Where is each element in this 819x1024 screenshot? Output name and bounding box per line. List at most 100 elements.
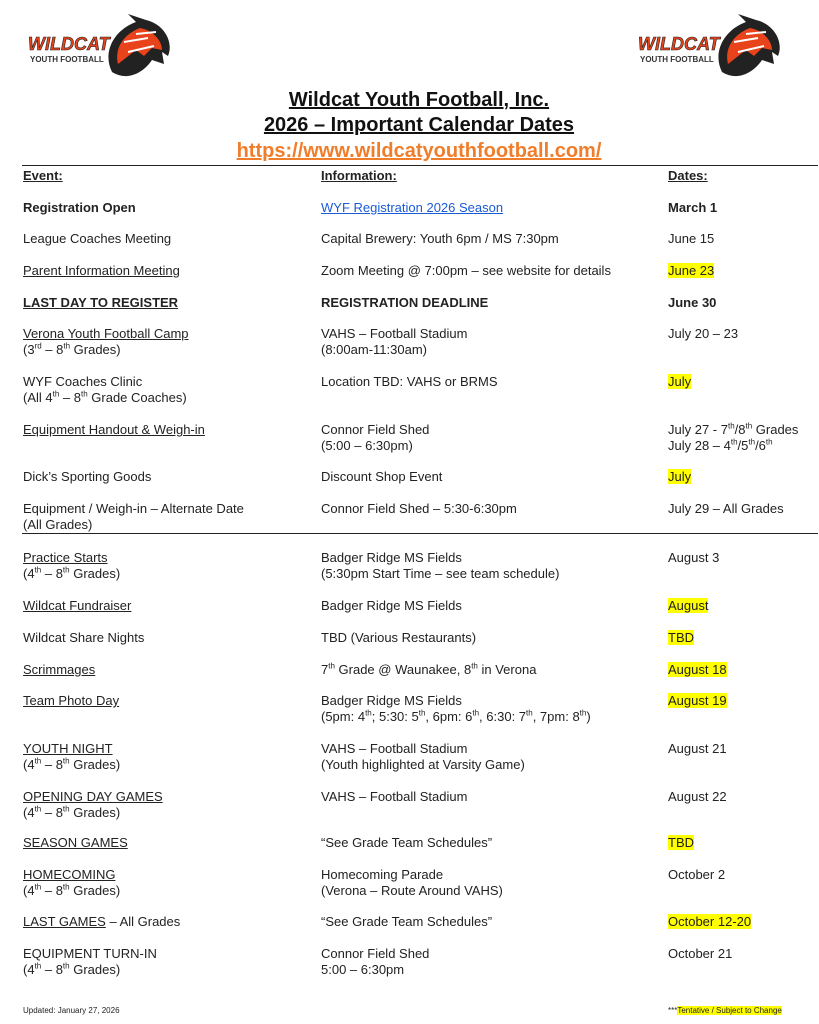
superscript: rd — [34, 341, 42, 351]
text-segment: August 21 — [668, 741, 727, 756]
cell-line: Capital Brewery: Youth 6pm / MS 7:30pm — [321, 231, 559, 247]
line-text: March 1 — [668, 200, 717, 215]
text-segment: (4 — [23, 962, 35, 977]
text-segment: Grades — [752, 422, 799, 437]
event-cell: Scrimmages — [23, 662, 95, 678]
line-text: (4th – 8th Grades) — [23, 883, 120, 898]
line-text: (Verona – Route Around VAHS) — [321, 883, 503, 898]
text-segment: Badger Ridge MS Fields — [321, 693, 462, 708]
text-segment: Grades) — [69, 757, 121, 772]
line-text: August 19 — [668, 693, 727, 708]
line-text: Equipment / Weigh-in – Alternate Date — [23, 501, 244, 516]
header-divider — [22, 165, 818, 166]
information-cell: Zoom Meeting @ 7:00pm – see website for … — [321, 263, 611, 279]
text-segment: /5 — [737, 438, 749, 453]
cell-line: YOUTH NIGHT — [23, 741, 120, 757]
cell-line: TBD (Various Restaurants) — [321, 630, 476, 646]
text-segment: Equipment / Weigh-in – Alternate Date — [23, 501, 244, 516]
document-subtitle: 2026 – Important Calendar Dates — [263, 114, 575, 136]
svg-text:YOUTH FOOTBALL: YOUTH FOOTBALL — [30, 55, 104, 64]
line-text: Homecoming Parade — [321, 867, 443, 882]
text-segment: June 15 — [668, 231, 715, 246]
superscript: th — [62, 804, 70, 814]
text-segment: Grades) — [69, 883, 121, 898]
date-cell: June 23 — [668, 263, 715, 279]
superscript: th — [34, 756, 42, 766]
text-segment: VAHS – Football Stadium — [321, 741, 468, 756]
text-segment: August — [668, 598, 709, 613]
date-cell: July 29 – All Grades — [668, 501, 784, 517]
cell-line: October 12-20 — [668, 914, 752, 930]
cell-line[interactable]: WYF Registration 2026 Season — [321, 200, 503, 216]
text-segment: VAHS – Football Stadium — [321, 789, 468, 804]
line-text: VAHS – Football Stadium — [321, 789, 467, 804]
cell-line: TBD — [668, 630, 694, 646]
line-text: TBD (Various Restaurants) — [321, 630, 476, 645]
cell-line: OPENING DAY GAMES — [23, 789, 163, 805]
line-text: July 20 – 23 — [668, 326, 738, 341]
website-link[interactable]: https://www.wildcatyouthfootball.com/ — [236, 140, 602, 162]
event-cell: Wildcat Share Nights — [23, 630, 144, 646]
event-cell: Equipment Handout & Weigh-in — [23, 422, 205, 438]
event-cell: Verona Youth Football Camp (3rd – 8th Gra… — [23, 326, 189, 358]
cell-line: “See Grade Team Schedules” — [321, 914, 492, 930]
date-cell: July — [668, 374, 692, 390]
event-cell: Equipment / Weigh-in – Alternate Date (Al… — [23, 501, 244, 533]
line-text: (4th – 8th Grades) — [23, 566, 120, 581]
cell-line: July 20 – 23 — [668, 326, 738, 342]
line-text: July 29 – All Grades — [668, 501, 784, 516]
cell-line: August — [668, 598, 709, 614]
date-cell: August 3 — [668, 550, 719, 566]
text-segment: October 21 — [668, 946, 733, 961]
cell-line: July 27 - 7th/8th Grades — [668, 422, 798, 438]
information-cell: VAHS – Football Stadium (Youth highlighte… — [321, 741, 525, 773]
information-cell: VAHS – Football Stadium (8:00am-11:30am) — [321, 326, 467, 358]
text-segment: (5:00 – 6:30pm) — [321, 438, 413, 453]
text-segment: Location TBD: VAHS or BRMS — [321, 374, 498, 389]
line-text: Badger Ridge MS Fields — [321, 550, 462, 565]
cell-line: July — [668, 469, 692, 485]
line-text: 7th Grade @ Waunakee, 8th in Verona — [321, 662, 536, 677]
line-text: Capital Brewery: Youth 6pm / MS 7:30pm — [321, 231, 559, 246]
text-segment: (4 — [23, 757, 35, 772]
registration-link[interactable]: WYF Registration 2026 Season — [321, 200, 503, 216]
line-text: Badger Ridge MS Fields — [321, 598, 462, 613]
information-cell: Connor Field Shed 5:00 – 6:30pm — [321, 946, 429, 978]
line-text: (4th – 8th Grades) — [23, 805, 120, 820]
line-text: (5:30pm Start Time – see team schedule) — [321, 566, 559, 581]
text-segment: – All Grades — [105, 914, 181, 929]
cell-line: Zoom Meeting @ 7:00pm – see website for … — [321, 263, 611, 279]
text-segment: July 29 – All Grades — [668, 501, 784, 516]
cell-line: (4th – 8th Grades) — [23, 566, 120, 582]
cell-line: (5:30pm Start Time – see team schedule) — [321, 566, 559, 582]
event-cell: Practice Starts (4th – 8th Grades) — [23, 550, 120, 582]
text-segment: 5:00 – 6:30pm — [321, 962, 405, 977]
underlined-text: SEASON GAMES — [23, 835, 128, 850]
cell-line: (5:00 – 6:30pm) — [321, 438, 429, 454]
text-segment: (4 — [23, 805, 35, 820]
cell-line: Equipment Handout & Weigh-in — [23, 422, 205, 438]
cell-line: (4th – 8th Grades) — [23, 805, 163, 821]
text-segment: Grades) — [70, 342, 121, 357]
cell-line: 7th Grade @ Waunakee, 8th in Verona — [321, 662, 536, 678]
underlined-text: Team Photo Day — [23, 693, 120, 708]
event-cell: League Coaches Meeting — [23, 231, 171, 247]
superscript: th — [34, 961, 42, 971]
text-segment: Wildcat Share Nights — [23, 630, 145, 645]
cell-line: VAHS – Football Stadium — [321, 326, 467, 342]
line-text: Registration Open — [23, 200, 136, 215]
event-cell: Wildcat Fundraiser — [23, 598, 131, 614]
superscript: th — [727, 421, 735, 431]
superscript: th — [748, 437, 756, 447]
line-text: June 23 — [668, 263, 715, 278]
event-cell: Parent Information Meeting — [23, 263, 180, 279]
line-text: July — [668, 469, 692, 484]
superscript: th — [765, 437, 773, 447]
date-cell: October 2 — [668, 867, 725, 883]
date-cell: July 20 – 23 — [668, 326, 738, 342]
cell-line: LAST DAY TO REGISTER — [23, 295, 178, 311]
superscript: th — [471, 661, 478, 671]
line-text: Practice Starts — [23, 550, 108, 565]
cell-line: Wildcat Share Nights — [23, 630, 144, 646]
line-text: LAST GAMES – All Grades — [23, 914, 180, 929]
